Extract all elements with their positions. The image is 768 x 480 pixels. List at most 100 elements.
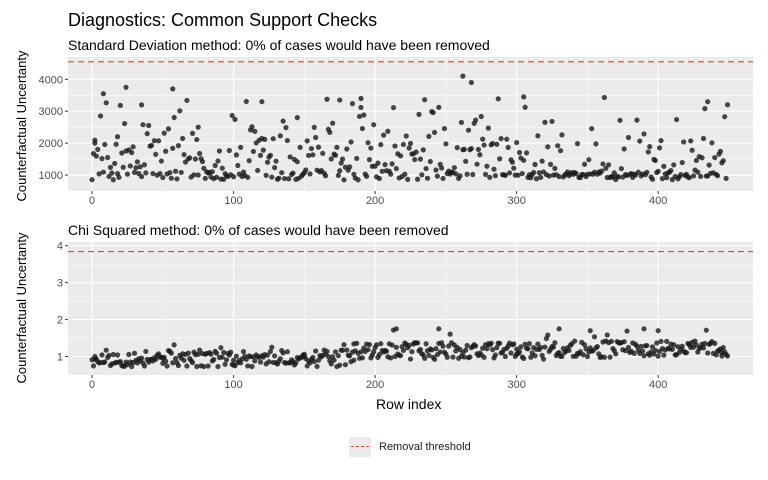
data-point [378, 341, 384, 347]
data-point [416, 111, 422, 117]
data-point [175, 143, 181, 149]
data-point [383, 348, 390, 354]
data-point [624, 328, 630, 334]
data-point [417, 156, 424, 162]
data-point [423, 165, 429, 172]
data-point [181, 151, 187, 158]
data-point [686, 175, 692, 181]
data-point [177, 108, 183, 114]
data-point [191, 172, 197, 178]
data-point [172, 355, 179, 362]
data-point [658, 338, 664, 344]
data-point [93, 153, 99, 159]
data-point [600, 161, 606, 167]
data-point [226, 147, 232, 154]
data-point [134, 159, 140, 165]
data-point [556, 326, 562, 332]
data-point [514, 139, 520, 146]
data-point [431, 129, 438, 136]
data-point [430, 109, 436, 116]
data-point [709, 140, 715, 146]
data-point [172, 168, 179, 174]
data-point [426, 133, 432, 139]
data-point [219, 165, 225, 171]
data-point [440, 343, 446, 349]
data-point [647, 144, 653, 150]
data-point [538, 344, 544, 351]
data-point [397, 153, 404, 159]
data-point [358, 349, 364, 355]
data-point [673, 116, 680, 123]
data-point [279, 170, 285, 176]
data-point [532, 353, 538, 359]
data-point [322, 173, 329, 179]
data-point [381, 132, 387, 138]
data-point [641, 131, 647, 137]
data-point [470, 171, 476, 178]
data-point [481, 142, 487, 148]
data-point [463, 158, 469, 164]
data-point [202, 175, 208, 181]
data-point [332, 152, 339, 158]
data-point [724, 353, 731, 359]
chart-title: Diagnostics: Common Support Checks [68, 10, 378, 30]
data-point [492, 173, 499, 179]
legend-label: Removal threshold [379, 441, 471, 453]
data-point [439, 165, 445, 171]
data-point [515, 172, 521, 178]
data-point [461, 146, 467, 152]
data-point [437, 349, 443, 355]
data-point [661, 352, 667, 358]
data-point [201, 165, 207, 171]
data-point [307, 171, 313, 177]
data-point [679, 343, 685, 349]
data-point [656, 145, 663, 151]
x-axis-label: Row index [376, 396, 442, 412]
data-point [116, 174, 122, 180]
data-point [269, 344, 275, 350]
data-point [264, 159, 271, 165]
data-point [143, 170, 149, 176]
data-point [255, 167, 261, 174]
data-point [114, 352, 121, 358]
data-point [423, 341, 429, 347]
data-point [478, 113, 484, 120]
data-point [205, 363, 211, 369]
data-point [355, 177, 361, 183]
data-point [417, 346, 424, 353]
y-axis-label: Counterfactual Uncertanty [14, 232, 29, 384]
data-point [359, 355, 365, 361]
data-point [240, 349, 247, 355]
y-axis-label: Counterfactual Uncertanty [14, 50, 29, 202]
y-tick-label: 1 [57, 352, 63, 364]
data-point [245, 174, 251, 180]
data-point [138, 102, 145, 108]
data-point [572, 338, 578, 344]
data-point [492, 352, 499, 358]
y-tick-label: 2 [57, 315, 63, 327]
data-point [661, 163, 667, 169]
x-tick-label: 100 [224, 379, 242, 391]
data-point [170, 145, 176, 151]
data-point [654, 340, 660, 346]
data-point [693, 342, 699, 348]
data-point [698, 173, 704, 180]
data-point [412, 156, 418, 163]
data-point [160, 174, 166, 181]
data-point [514, 346, 520, 352]
data-point [477, 152, 483, 158]
data-point [209, 169, 215, 175]
data-point [201, 363, 207, 370]
data-point [464, 171, 470, 177]
data-point [229, 112, 235, 119]
data-point [313, 348, 319, 354]
data-point [110, 351, 116, 358]
data-point [89, 177, 95, 183]
data-point [366, 157, 373, 163]
data-point [337, 97, 343, 103]
data-point [719, 350, 725, 356]
data-point [522, 341, 528, 347]
data-point [649, 344, 656, 350]
x-tick-label: 400 [649, 195, 667, 207]
data-point [215, 363, 221, 370]
